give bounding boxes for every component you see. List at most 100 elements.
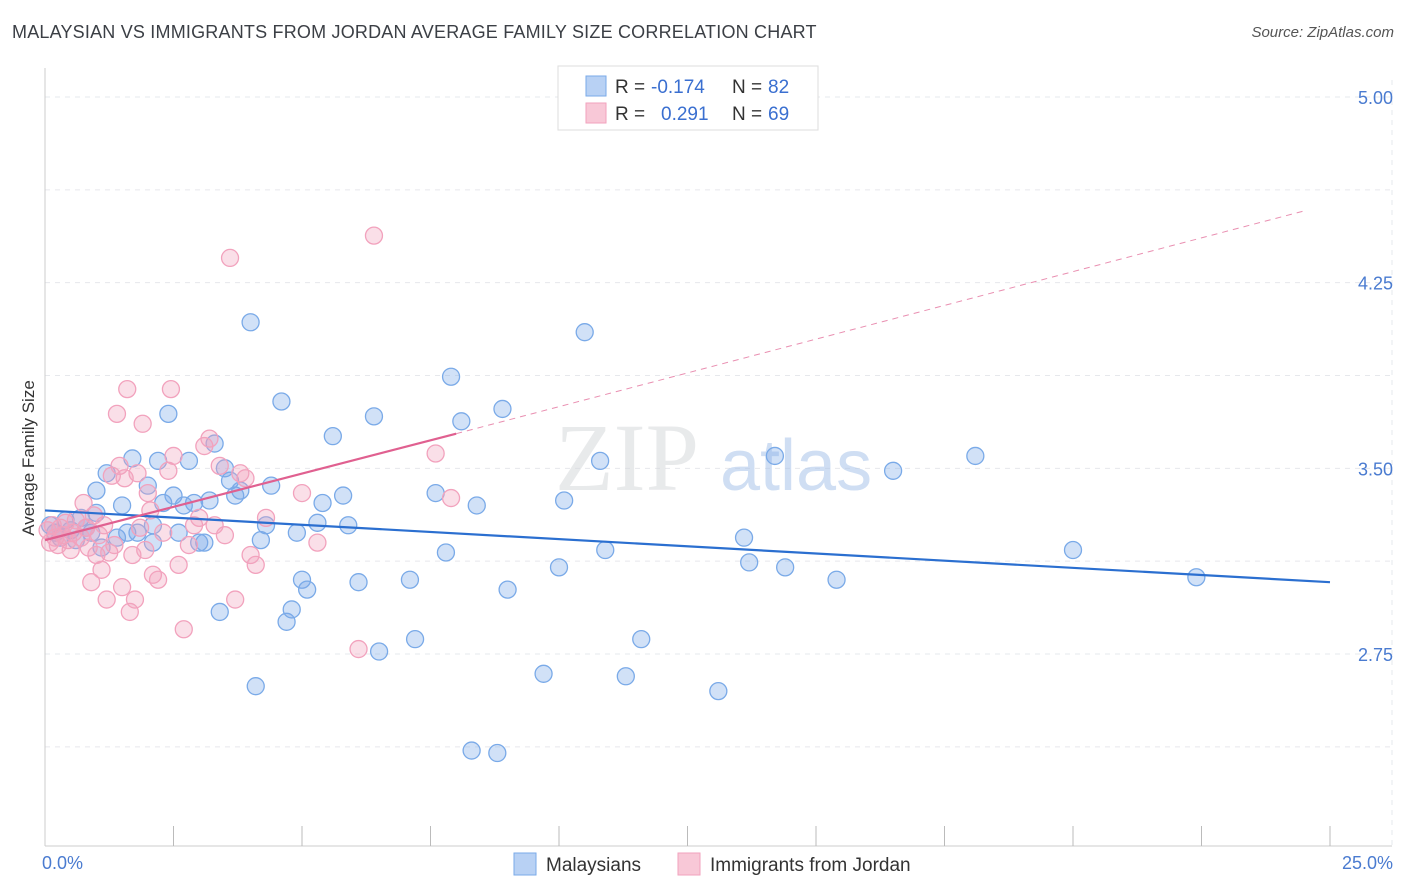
point-jordan-68 [441,488,461,508]
point-malaysians-53 [339,516,358,535]
legend-label-malaysians: Malaysians [546,855,641,876]
source-label: Source: ZipAtlas.com [1251,24,1394,41]
point-malaysians-74 [616,667,635,686]
point-jordan-57 [226,590,245,609]
point-malaysians-43 [272,392,291,411]
point-malaysians-47 [292,570,312,589]
point-jordan-28 [112,578,132,597]
point-malaysians-25 [169,523,188,542]
point-malaysians-59 [426,483,445,503]
x-tick-label-1: 25.0% [1342,853,1393,873]
point-malaysians-69 [549,558,569,577]
point-malaysians-48 [297,580,317,599]
point-malaysians-65 [488,743,507,763]
legend-swatch-malaysians [513,852,537,876]
point-malaysians-23 [159,404,178,424]
x-tick-label-0: 0.0% [42,853,83,873]
point-malaysians-84 [1063,540,1083,560]
point-jordan-42 [154,523,173,542]
point-malaysians-72 [590,451,610,471]
point-jordan-63 [292,483,312,503]
watermark-atlas: atlas [720,426,872,506]
point-malaysians-85 [1187,568,1206,587]
point-malaysians-63 [462,741,481,760]
point-malaysians-61 [441,367,461,386]
point-jordan-65 [349,639,368,659]
stats-legend-swatch-malaysians [585,75,607,97]
point-malaysians-10 [87,481,106,500]
point-malaysians-45 [282,600,301,619]
point-malaysians-39 [246,677,265,696]
point-jordan-61 [246,555,265,575]
point-malaysians-54 [349,573,368,592]
stats-legend: R = -0.174 N = 82 R = 0.291 N = 69 [557,65,819,131]
chart-title: MALAYSIAN VS IMMIGRANTS FROM JORDAN AVER… [12,22,817,42]
point-jordan-26 [107,404,127,424]
point-jordan-48 [179,535,199,555]
point-malaysians-71 [575,323,594,342]
point-jordan-40 [143,565,163,584]
point-jordan-47 [174,620,193,639]
point-malaysians-56 [369,642,389,661]
point-jordan-58 [231,464,250,483]
point-jordan-25 [105,535,124,555]
point-malaysians-64 [467,496,486,515]
point-malaysians-33 [210,602,229,622]
gridlines [45,80,1393,846]
point-jordan-67 [426,444,445,463]
stats-r-value-1: 0.291 [661,104,709,125]
point-jordan-30 [118,379,137,399]
point-jordan-37 [136,540,155,560]
point-malaysians-31 [200,491,219,510]
stats-n-label-0: N = [732,77,762,98]
point-malaysians-70 [554,491,574,510]
point-malaysians-75 [632,629,651,649]
point-malaysians-78 [740,553,759,572]
point-jordan-44 [161,379,181,399]
point-malaysians-46 [287,523,307,542]
point-malaysians-77 [734,528,754,547]
point-malaysians-50 [313,493,332,513]
point-jordan-59 [236,469,255,488]
point-malaysians-55 [364,407,384,426]
axes [44,68,1392,847]
point-jordan-36 [133,414,152,433]
point-jordan-33 [125,590,145,609]
tick-labels: 5.00 4.25 3.50 2.75 0.0% 25.0% [42,88,1393,873]
point-jordan-34 [128,464,147,483]
point-jordan-45 [164,446,183,466]
watermark: ZIP atlas [555,404,872,511]
point-malaysians-49 [308,513,327,532]
stats-r-label-0: R = [615,77,645,98]
point-jordan-20 [92,560,111,579]
point-jordan-66 [364,226,384,245]
y-tick-label-3: 2.75 [1358,645,1393,665]
y-tick-label-1: 4.25 [1358,274,1393,294]
legend-label-jordan: Immigrants from Jordan [710,855,911,876]
point-malaysians-80 [776,558,795,577]
point-malaysians-13 [107,528,127,547]
point-malaysians-52 [333,486,353,505]
point-malaysians-60 [436,543,456,562]
trend-lines [44,210,1331,584]
point-jordan-38 [138,483,157,503]
point-malaysians-62 [452,412,471,431]
point-jordan-46 [169,555,188,575]
point-jordan-41 [148,570,168,589]
point-jordan-35 [130,518,150,537]
point-jordan-54 [210,456,229,476]
point-jordan-64 [308,533,327,552]
point-malaysians-27 [179,451,199,471]
point-jordan-56 [220,248,240,268]
point-jordan-22 [97,590,116,609]
point-malaysians-73 [596,540,615,560]
y-axis-label: Average Family Size [19,380,38,536]
point-malaysians-18 [138,476,157,495]
point-jordan-12 [71,528,91,547]
stats-r-value-0: -0.174 [651,77,705,98]
point-malaysians-68 [534,664,553,683]
stats-n-label-1: N = [732,104,762,125]
point-malaysians-58 [405,629,425,649]
y-tick-label-0: 5.00 [1358,88,1393,108]
series-legend: Malaysians Immigrants from Jordan [513,852,911,876]
